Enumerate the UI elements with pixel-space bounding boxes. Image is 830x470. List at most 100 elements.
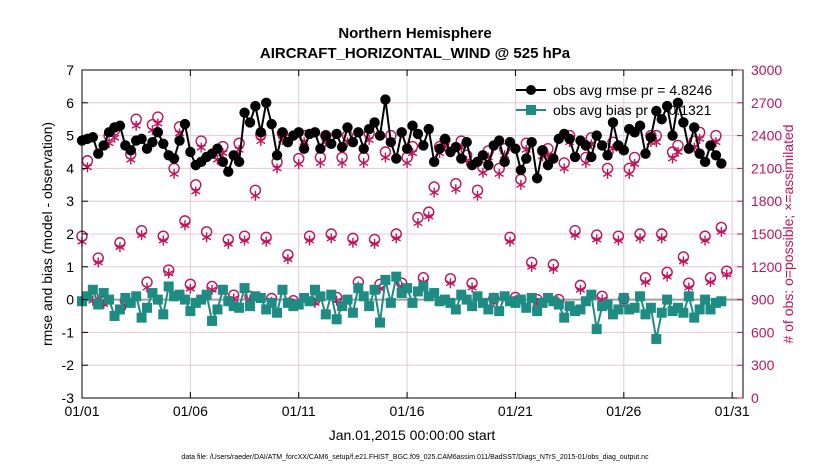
bias-point bbox=[391, 271, 402, 282]
bias-point bbox=[710, 297, 721, 308]
bias-point bbox=[87, 284, 98, 295]
x-tick-label: 01/31 bbox=[715, 403, 750, 419]
obs-assimilated-marker bbox=[657, 233, 667, 244]
y2-tick-label: 600 bbox=[751, 324, 775, 340]
y-tick-label: 0 bbox=[66, 292, 74, 308]
bias-point bbox=[326, 289, 337, 300]
bias-point bbox=[505, 296, 516, 307]
bias-point bbox=[125, 297, 136, 308]
bias-point bbox=[597, 301, 608, 312]
bias-point bbox=[104, 294, 115, 305]
bias-point bbox=[109, 311, 120, 321]
bias-point bbox=[532, 306, 543, 317]
bias-point bbox=[309, 284, 320, 295]
rmse-point bbox=[694, 148, 705, 159]
bias-point bbox=[694, 304, 705, 315]
bias-point bbox=[580, 296, 591, 307]
obs-assimilated-marker bbox=[472, 190, 483, 201]
rmse-point bbox=[645, 132, 657, 143]
obs-assimilated-marker bbox=[402, 157, 412, 168]
bias-point bbox=[662, 294, 673, 305]
rmse-point bbox=[217, 156, 229, 168]
rmse-point bbox=[569, 151, 581, 163]
bias-point bbox=[716, 296, 727, 307]
bias-point bbox=[331, 314, 342, 325]
rmse-point bbox=[526, 136, 537, 148]
bias-point bbox=[434, 296, 445, 307]
obs-assimilated-marker bbox=[700, 235, 710, 246]
obs-assimilated-marker bbox=[169, 168, 179, 179]
obs-assimilated-marker bbox=[326, 233, 336, 244]
y-tick-label: 6 bbox=[66, 95, 74, 111]
y2-tick-label: 900 bbox=[751, 292, 775, 308]
legend-rmse-marker bbox=[526, 85, 536, 95]
rmse-point bbox=[439, 133, 451, 145]
y-tick-label: 2 bbox=[66, 226, 74, 242]
legend: obs avg rmse pr = 4.8246 obs avg bias pr… bbox=[516, 82, 712, 118]
y2-tick-label: 2100 bbox=[751, 160, 782, 176]
obs-assimilated-marker bbox=[153, 118, 163, 129]
rmse-point bbox=[266, 118, 277, 130]
obs-assimilated-marker bbox=[136, 230, 147, 241]
obs-assimilated-marker bbox=[315, 157, 326, 168]
obs-assimilated-marker bbox=[272, 163, 282, 174]
rmse-point bbox=[158, 138, 169, 149]
rmse-point bbox=[239, 107, 250, 118]
rmse-point bbox=[179, 118, 191, 130]
bias-point bbox=[456, 289, 467, 300]
y-tick-label: 7 bbox=[66, 62, 74, 78]
bias-point bbox=[537, 297, 548, 308]
bias-point bbox=[201, 289, 212, 300]
bias-point bbox=[624, 304, 635, 315]
bias-point bbox=[651, 333, 662, 344]
obs-assimilated-marker bbox=[705, 277, 716, 288]
bias-point bbox=[147, 288, 158, 299]
obs-assimilated-marker bbox=[283, 254, 293, 265]
bias-point bbox=[412, 286, 423, 297]
bias-point bbox=[640, 309, 651, 320]
x-tick-label: 01/21 bbox=[498, 403, 533, 419]
rmse-point bbox=[369, 117, 380, 128]
bias-point bbox=[136, 312, 147, 323]
bias-point bbox=[521, 302, 532, 313]
y-tick-label: 5 bbox=[66, 128, 74, 144]
rmse-point bbox=[618, 145, 630, 156]
y-axis-label: rmse and bias (model - observation) bbox=[39, 122, 55, 346]
obs-assimilated-marker bbox=[82, 162, 93, 173]
bias-point bbox=[402, 283, 413, 294]
rmse-point bbox=[336, 141, 348, 153]
bias-point bbox=[656, 307, 667, 318]
bias-point bbox=[586, 289, 597, 300]
bias-point bbox=[266, 297, 277, 308]
rmse-point bbox=[672, 97, 684, 109]
y-tick-label: -1 bbox=[62, 324, 75, 340]
y2-tick-label: 2700 bbox=[751, 95, 782, 111]
y-tick-label: -3 bbox=[62, 390, 75, 406]
rmse-point bbox=[705, 140, 716, 151]
rmse-point bbox=[634, 120, 646, 131]
rmse-point bbox=[591, 130, 602, 141]
obs-assimilated-marker bbox=[602, 168, 613, 179]
obs-assimilated-marker bbox=[716, 226, 727, 237]
rmse-point bbox=[147, 136, 158, 148]
bias-point bbox=[315, 291, 326, 302]
y2-tick-label: 0 bbox=[751, 390, 759, 406]
bias-point bbox=[613, 304, 624, 315]
rmse-point bbox=[152, 127, 164, 138]
bias-point bbox=[499, 291, 510, 302]
bias-point bbox=[667, 306, 678, 317]
bias-point bbox=[272, 307, 283, 318]
rmse-point bbox=[271, 150, 283, 161]
rmse-point bbox=[125, 145, 136, 156]
rmse-point bbox=[667, 130, 678, 141]
rmse-point bbox=[342, 122, 353, 133]
bias-point bbox=[407, 297, 418, 308]
bias-point bbox=[369, 284, 380, 295]
rmse-point bbox=[347, 136, 359, 148]
y2-tick-label: 1800 bbox=[751, 193, 782, 209]
y-tick-label: 1 bbox=[66, 259, 74, 275]
bias-point bbox=[488, 292, 499, 303]
rmse-point bbox=[298, 143, 310, 154]
bias-point bbox=[114, 304, 125, 315]
rmse-point bbox=[93, 148, 104, 159]
